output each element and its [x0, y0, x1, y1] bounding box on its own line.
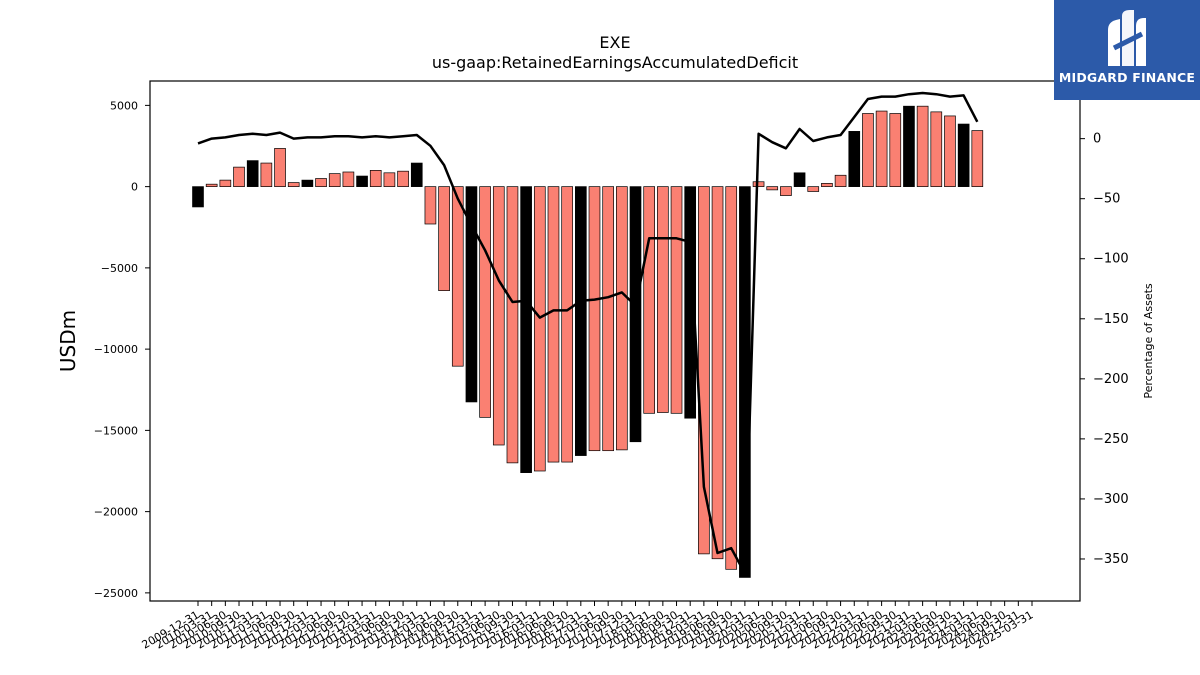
y2-tick-label: 0 — [1093, 132, 1101, 147]
bar — [875, 110, 888, 187]
bar — [971, 130, 984, 187]
bar — [424, 186, 437, 225]
bar — [356, 175, 368, 187]
bar — [260, 162, 273, 187]
y-tick-label: −25000 — [94, 587, 138, 600]
bar — [766, 186, 779, 191]
bar — [670, 186, 683, 414]
plot-frame — [149, 80, 1081, 602]
bar — [451, 186, 464, 367]
bar — [506, 186, 519, 464]
bar — [684, 186, 697, 419]
bar — [588, 186, 601, 452]
bar — [629, 186, 642, 443]
y2-tick-label: −50 — [1093, 192, 1120, 207]
bar — [834, 174, 847, 187]
y2-tick-label: −250 — [1093, 432, 1129, 447]
y-tick-label: −20000 — [94, 506, 138, 519]
bar — [575, 186, 587, 456]
bar — [547, 186, 560, 463]
brand-logo: MIDGARD FINANCE — [1054, 0, 1200, 100]
bar — [205, 183, 218, 187]
bar — [274, 148, 286, 187]
bar — [903, 105, 915, 187]
bar — [711, 186, 724, 560]
bar — [821, 183, 833, 187]
bar — [219, 179, 232, 187]
bar — [957, 123, 970, 187]
bar — [397, 170, 409, 187]
midgard-logo-icon — [1108, 10, 1146, 66]
bar — [916, 105, 929, 187]
chart-subtitle: us-gaap:RetainedEarningsAccumulatedDefic… — [432, 53, 798, 72]
bar — [438, 186, 450, 291]
bar — [944, 115, 956, 187]
bar — [233, 166, 245, 187]
bar — [862, 113, 874, 187]
bar — [807, 186, 820, 192]
y2-tick-label: −350 — [1093, 552, 1129, 567]
y-axis-label: USDm — [56, 310, 80, 372]
y2-tick-label: −200 — [1093, 372, 1129, 387]
y2-tick-label: −150 — [1093, 312, 1129, 327]
bar — [383, 172, 396, 187]
percentage-line — [197, 91, 979, 575]
bar — [561, 186, 573, 463]
plot-area — [192, 91, 984, 578]
bar — [780, 186, 792, 196]
bar — [328, 173, 341, 187]
bar — [520, 186, 532, 473]
bar — [342, 171, 355, 187]
bar — [752, 181, 765, 187]
brand-name: MIDGARD FINANCE — [1058, 70, 1196, 85]
bar — [848, 131, 861, 187]
bar — [246, 160, 259, 187]
bar — [410, 162, 423, 187]
bar — [492, 186, 505, 446]
y2-tick-label: −300 — [1093, 492, 1129, 507]
y-tick-label: 5000 — [110, 99, 138, 112]
y-tick-label: −10000 — [94, 343, 138, 356]
bar — [369, 170, 382, 187]
bar — [533, 186, 546, 472]
bar — [889, 113, 902, 187]
y2-tick-label: −100 — [1093, 252, 1129, 267]
bar — [930, 111, 943, 187]
bar — [725, 186, 738, 570]
bar — [301, 179, 314, 187]
bar — [287, 182, 300, 187]
bar — [616, 186, 628, 451]
bar — [315, 178, 327, 187]
bar — [465, 186, 478, 403]
bar — [643, 186, 655, 414]
bar — [698, 186, 710, 555]
bar — [602, 186, 614, 452]
bar — [192, 186, 204, 208]
y-tick-label: −15000 — [94, 424, 138, 437]
bar — [657, 186, 669, 413]
bar — [739, 186, 751, 578]
bar — [479, 186, 491, 418]
y-tick-label: 0 — [131, 181, 138, 194]
y2-axis-label: Percentage of Assets — [1142, 283, 1155, 399]
bar — [793, 172, 806, 187]
y-tick-label: −5000 — [101, 262, 138, 275]
chart-title: EXE — [599, 33, 630, 52]
